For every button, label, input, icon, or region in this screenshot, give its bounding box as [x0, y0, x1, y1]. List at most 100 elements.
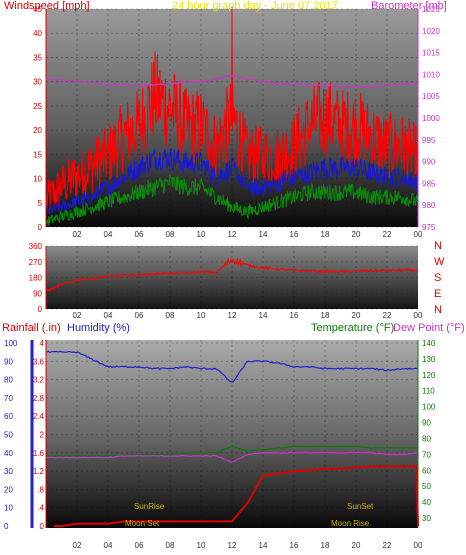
- mid-x-tick: 16: [290, 311, 299, 320]
- bottom-x-tick: 20: [352, 541, 361, 550]
- top-x-tick: 12: [228, 230, 237, 239]
- top-x-tick: 10: [197, 230, 206, 239]
- barometer-axis-tick-label: 1000: [422, 114, 440, 123]
- sunset-label: SunSet: [347, 502, 374, 511]
- mid-x-tick: 18: [321, 311, 330, 320]
- mid-x-tick: 04: [104, 311, 113, 320]
- humidity-axis-tick-label: 80: [4, 376, 13, 385]
- top-center-title: 24 hour graph day - June 07 2017: [172, 0, 338, 12]
- rain-axis-tick-label: 4: [40, 339, 45, 348]
- humidity-axis-tick-label: 70: [4, 394, 13, 403]
- top-left-title: Windspeed [mph]: [4, 0, 90, 12]
- temperature-axis-tick-label: 140: [422, 339, 436, 348]
- rainfall-line: [53, 465, 419, 527]
- compass-label: S: [434, 272, 441, 284]
- barometer-axis-tick-label: 990: [422, 158, 436, 167]
- bottom-x-tick: 16: [290, 541, 299, 550]
- top-x-tick: 14: [259, 230, 268, 239]
- top-x-tick: 22: [383, 230, 392, 239]
- rain-axis-tick-label: 0: [40, 522, 45, 531]
- mid-x-tick: 00: [414, 311, 423, 320]
- bottom-x-tick: 06: [135, 541, 144, 550]
- humidity-axis-tick-label: 50: [4, 431, 13, 440]
- bottom-x-tick: 10: [197, 541, 206, 550]
- barometer-axis-tick-label: 995: [422, 136, 436, 145]
- mid-x-tick: 14: [259, 311, 268, 320]
- mid-x-tick: 02: [73, 311, 82, 320]
- temperature-axis-tick-label: 90: [422, 419, 431, 428]
- bottom-x-tick: 18: [321, 541, 330, 550]
- bottom-humidity-title: Humidity (%): [67, 322, 130, 334]
- wind-axis-tick-label: 35: [33, 53, 42, 62]
- bottom-x-tick: 00: [414, 541, 423, 550]
- mid-x-tick: 10: [197, 311, 206, 320]
- top-x-tick: 20: [352, 230, 361, 239]
- rain-axis-tick-label: 3.6: [33, 357, 45, 366]
- rain-axis-tick-label: .4: [37, 504, 44, 513]
- compass-label: E: [434, 288, 441, 300]
- barometer-axis-tick-label: 1010: [422, 70, 440, 79]
- barometer-axis-tick-label: 1025: [422, 5, 440, 14]
- barometer-axis-tick-label: 975: [422, 223, 436, 232]
- wind-axis-tick-label: 40: [33, 29, 42, 38]
- barometer-axis-tick-label: 1020: [422, 27, 440, 36]
- humidity-line: [46, 350, 418, 383]
- rain-axis-tick-label: 3.2: [33, 376, 45, 385]
- humidity-axis-tick-label: 100: [4, 339, 18, 348]
- wind-axis-tick-label: 20: [33, 126, 42, 135]
- mid-x-tick: 12: [228, 311, 237, 320]
- mid-x-tick: 08: [166, 311, 175, 320]
- middle-plot-area: [46, 246, 418, 309]
- bottom-x-tick: 12: [228, 541, 237, 550]
- moonset-label: Moon Set: [125, 519, 160, 528]
- direction-axis-tick-label: 270: [29, 258, 43, 267]
- wind-axis-tick-label: 10: [33, 175, 42, 184]
- compass-label: N: [434, 240, 442, 252]
- top-x-tick: 18: [321, 230, 330, 239]
- top-x-tick: 16: [290, 230, 299, 239]
- humidity-axis-tick-label: 30: [4, 467, 13, 476]
- bottom-plot-area: [46, 340, 418, 528]
- wind-axis-tick-label: 25: [33, 102, 42, 111]
- rain-axis-tick-label: 2.4: [33, 412, 45, 421]
- rain-axis-tick-label: 1.2: [33, 467, 45, 476]
- temperature-axis-tick-label: 30: [422, 514, 431, 523]
- humidity-axis-tick-label: 20: [4, 485, 13, 494]
- bottom-dew-title: Dew Point (°F): [393, 322, 465, 334]
- humidity-axis-tick-label: 90: [4, 357, 13, 366]
- temperature-axis-tick-label: 80: [422, 434, 431, 443]
- wind-low-line: [46, 174, 418, 226]
- wind-direction-line: [46, 257, 419, 292]
- dew-point-line: [46, 451, 418, 463]
- bottom-rain-title: Rainfall (.in): [2, 322, 61, 334]
- top-x-tick: 06: [135, 230, 144, 239]
- wind-axis-tick-label: 0: [38, 223, 43, 232]
- temperature-axis-tick-label: 40: [422, 498, 431, 507]
- rain-axis-tick-label: 1.6: [33, 449, 45, 458]
- temperature-axis-tick-label: 60: [422, 466, 431, 475]
- compass-label: W: [434, 256, 445, 268]
- humidity-axis-tick-label: 0: [4, 522, 9, 531]
- wind-axis-tick-label: 45: [33, 5, 42, 14]
- rain-axis-tick-label: .8: [37, 485, 44, 494]
- bottom-x-tick: 02: [73, 541, 82, 550]
- barometer-axis-tick-label: 1015: [422, 49, 440, 58]
- temperature-axis-tick-label: 110: [422, 387, 435, 396]
- temperature-line: [46, 445, 418, 457]
- wind-axis-tick-label: 15: [33, 150, 42, 159]
- sunrise-label: SunRise: [134, 502, 165, 511]
- barometer-axis-tick-label: 980: [422, 201, 436, 210]
- temperature-axis-tick-label: 120: [422, 371, 436, 380]
- direction-axis-tick-label: 360: [29, 242, 43, 251]
- direction-axis-tick-label: 0: [38, 305, 43, 314]
- direction-axis-tick-label: 180: [29, 274, 43, 283]
- top-x-tick: 00: [414, 230, 423, 239]
- rain-axis-tick-label: 2: [40, 431, 45, 440]
- barometer-axis-tick-label: 1005: [422, 92, 440, 101]
- moonrise-label: Moon Rise: [331, 519, 370, 528]
- top-right-title: Barometer [mb]: [371, 0, 447, 12]
- bottom-x-tick: 08: [166, 541, 175, 550]
